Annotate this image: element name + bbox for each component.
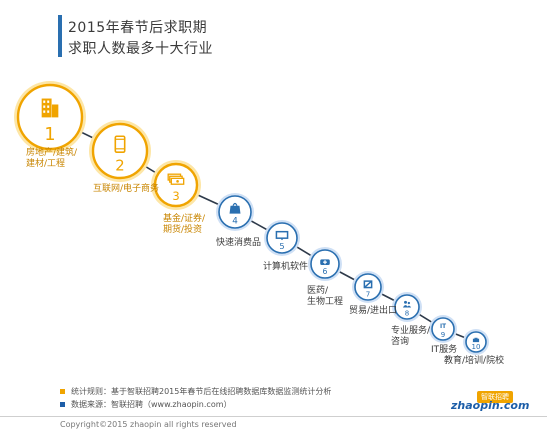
rank-5-label-line: 计算机软件 — [263, 262, 309, 272]
it-icon: IT — [440, 324, 446, 330]
connector-line — [49, 116, 477, 343]
page-title-line1: 2015年春节后求职期 — [68, 20, 208, 36]
building-icon-window — [43, 105, 46, 108]
notes: 统计规则：基于智联招聘2015年春节后在线招聘数据库数据监测统计分析 数据来源：… — [60, 385, 331, 411]
logo-bottom-text: zhaopin.com — [451, 399, 530, 412]
people-icon-body1 — [402, 305, 409, 308]
shopping-bag-icon-handle — [232, 202, 238, 207]
rank-8-label-line: 咨询 — [391, 337, 410, 347]
note-bullet-rule — [60, 389, 65, 394]
logo-top-text: 智联招聘 — [477, 391, 513, 403]
building-icon-window — [47, 105, 50, 108]
rank-5-label: 计算机软件 — [263, 262, 308, 273]
page-title-line2: 求职人数最多十大行业 — [68, 41, 213, 57]
trade-icon — [363, 280, 373, 289]
zhaopin-logo: 智联招聘 zhaopin.com — [451, 391, 529, 413]
education-icon-roof — [474, 337, 478, 339]
rank-1-number: 1 — [44, 125, 55, 145]
rank-6-number: 6 — [323, 267, 328, 276]
rank-7-label: 贸易/进出口 — [349, 306, 397, 317]
people-icon-body2 — [407, 305, 412, 308]
education-icon — [472, 338, 480, 343]
rank-10-label-line: 教育/培训/院校 — [444, 356, 505, 366]
rank-9-circle — [431, 317, 455, 341]
rank-2-label-line: 互联网/电子商务 — [93, 184, 160, 194]
rank-8-number: 8 — [405, 310, 409, 318]
building-icon-window — [43, 110, 46, 113]
rank-2-label: 互联网/电子商务 — [93, 184, 159, 195]
people-icon-head2 — [407, 301, 411, 305]
rank-8-label: 专业服务/咨询 — [391, 326, 430, 348]
copyright: Copyright©2015 zhaopin all rights reserv… — [60, 420, 237, 429]
rank-3-label: 基金/证券/期货/投资 — [163, 214, 205, 236]
note-rule-text: 统计规则：基于智联招聘2015年春节后在线招聘数据库数据监测统计分析 — [71, 387, 332, 396]
rank-4-label: 快速消费品 — [216, 238, 261, 249]
building-icon-window — [43, 100, 46, 103]
rank-9-label: IT服务 — [431, 345, 457, 356]
rank-1-label-line: 建材/工程 — [26, 159, 66, 169]
rank-7-number: 7 — [366, 289, 371, 298]
note-rule: 统计规则：基于智联招聘2015年春节后在线招聘数据库数据监测统计分析 — [60, 385, 331, 398]
rank-6-label-line: 医药/ — [307, 286, 329, 296]
rank-4-label-line: 快速消费品 — [216, 238, 262, 248]
rank-3-label-line: 基金/证券/ — [163, 214, 206, 224]
rank-2-circle — [91, 122, 149, 180]
footer-divider — [0, 416, 547, 417]
medical-kit-icon-cross-h — [323, 261, 327, 263]
rank-9-label-line: IT服务 — [431, 345, 458, 355]
rank-6-label: 医药/生物工程 — [307, 286, 343, 308]
rank-7-label-line: 贸易/进出口 — [349, 306, 398, 316]
rank-8-label-line: 专业服务/ — [391, 326, 431, 336]
note-source-text: 数据来源：智联招聘（www.zhaopin.com） — [71, 400, 232, 409]
building-icon-annex — [51, 104, 59, 118]
rank-2-number: 2 — [115, 156, 124, 174]
shopping-bag-icon — [229, 205, 241, 214]
people-icon-head1 — [404, 300, 407, 304]
building-icon-window — [47, 100, 50, 103]
title-accent-bar — [58, 15, 62, 57]
rank-5-number: 5 — [279, 241, 284, 251]
phone-icon — [114, 135, 126, 153]
money-icon-coin — [176, 180, 179, 183]
rank-3-circle — [153, 162, 199, 208]
rank-3-label-line: 期货/投资 — [163, 225, 203, 235]
rank-1-label-line: 房地产/建筑/ — [26, 148, 78, 158]
trade-icon-diag — [363, 280, 373, 289]
rank-9-number: 9 — [441, 331, 445, 339]
rank-4-number: 4 — [232, 217, 238, 227]
rank-1-label: 房地产/建筑/建材/工程 — [26, 148, 77, 170]
note-source: 数据来源：智联招聘（www.zhaopin.com） — [60, 398, 331, 411]
rank-10-label: 教育/培训/院校 — [444, 356, 504, 367]
building-icon-window — [47, 110, 50, 113]
rank-10-number: 10 — [472, 343, 481, 351]
rank-3-number: 3 — [172, 189, 179, 203]
note-bullet-source — [60, 402, 65, 407]
rank-6-label-line: 生物工程 — [307, 297, 344, 307]
building-icon — [41, 98, 52, 118]
